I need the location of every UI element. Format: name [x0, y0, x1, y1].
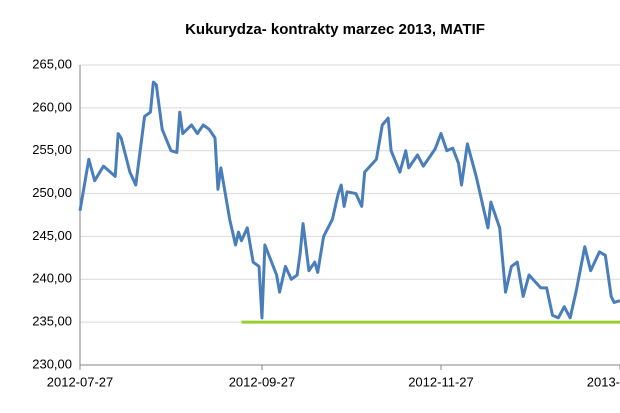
y-tick-label: 235,00	[32, 314, 72, 329]
x-tick-label: 2012-09-27	[229, 374, 296, 389]
y-tick-label: 230,00	[32, 356, 72, 371]
y-tick-label: 255,00	[32, 142, 72, 157]
x-tick-label: 2013-01-27	[587, 374, 620, 389]
series-line	[78, 80, 620, 320]
x-tick-label: 2012-07-27	[47, 374, 114, 389]
y-tick-label: 245,00	[32, 228, 72, 243]
y-tick-label: 260,00	[32, 99, 72, 114]
y-tick-label: 265,00	[32, 56, 72, 71]
y-tick-label: 250,00	[32, 185, 72, 200]
y-tick-label: 240,00	[32, 271, 72, 286]
chart-title: Kukurydza- kontrakty marzec 2013, MATIF	[185, 21, 485, 38]
x-tick-label: 2012-11-27	[408, 374, 474, 389]
